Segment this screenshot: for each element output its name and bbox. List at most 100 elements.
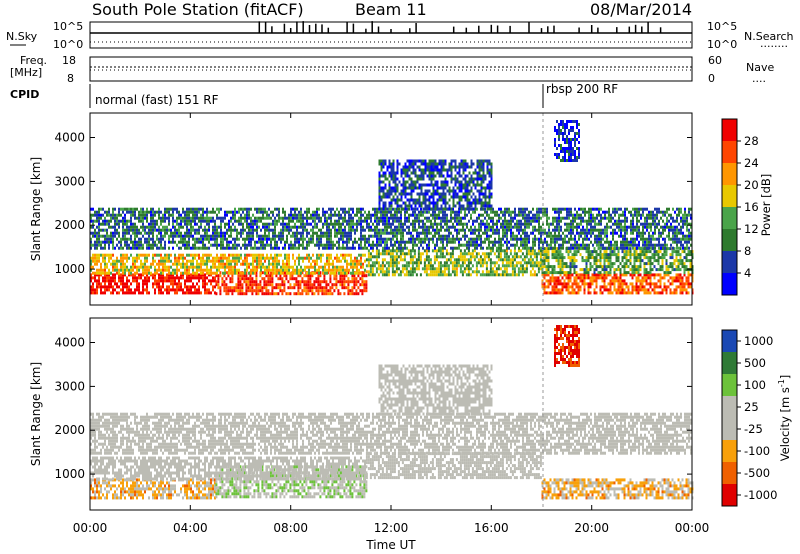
- data-cell: [98, 225, 100, 229]
- data-cell: [184, 231, 186, 235]
- data-cell: [494, 243, 496, 247]
- data-cell: [488, 213, 490, 217]
- data-cell: [551, 276, 554, 280]
- data-cell: [591, 279, 594, 283]
- data-cell: [128, 207, 130, 211]
- data-cell: [108, 219, 110, 223]
- data-cell: [302, 228, 304, 232]
- data-cell: [403, 255, 406, 259]
- data-cell: [250, 225, 252, 229]
- data-cell: [545, 279, 548, 283]
- data-cell: [226, 210, 228, 214]
- data-cell: [263, 277, 266, 281]
- data-cell: [228, 228, 230, 232]
- data-cell: [589, 268, 592, 272]
- data-cell: [202, 219, 204, 223]
- data-cell: [633, 253, 636, 257]
- data-cell: [433, 249, 436, 253]
- data-cell: [358, 271, 360, 275]
- data-cell: [393, 264, 396, 268]
- data-cell: [687, 253, 690, 257]
- data-cell: [289, 286, 292, 290]
- data-cell: [180, 225, 182, 229]
- data-cell: [512, 219, 514, 223]
- data-cell: [683, 268, 686, 272]
- data-cell: [384, 219, 386, 223]
- data-cell: [529, 270, 532, 274]
- data-cell: [621, 285, 624, 289]
- data-cell: [403, 273, 406, 277]
- data-cell: [146, 256, 148, 260]
- data-cell: [168, 210, 170, 214]
- data-cell: [376, 216, 378, 220]
- data-cell: [399, 258, 402, 262]
- data-cell: [500, 207, 502, 211]
- data-cell: [647, 259, 650, 263]
- data-cell: [559, 291, 562, 295]
- data-cell: [490, 228, 492, 232]
- data-cell: [488, 228, 490, 232]
- data-cell: [425, 270, 428, 274]
- data-cell: [223, 286, 226, 290]
- data-cell: [188, 291, 190, 295]
- data-cell: [290, 240, 292, 244]
- data-cell: [681, 291, 684, 295]
- data-cell: [384, 225, 386, 229]
- data-cell: [122, 253, 124, 257]
- data-cell: [226, 237, 228, 241]
- data-cell: [677, 262, 680, 266]
- data-cell: [412, 246, 414, 250]
- data-cell: [196, 237, 198, 241]
- data-cell: [587, 291, 590, 295]
- data-cell: [464, 210, 466, 214]
- data-cell: [96, 285, 98, 289]
- data-cell: [314, 243, 316, 247]
- data-cell: [347, 286, 350, 290]
- data-cell: [116, 268, 118, 272]
- data-cell: [246, 210, 248, 214]
- data-cell: [447, 252, 450, 256]
- data-cell: [340, 246, 342, 250]
- data-cell: [497, 249, 500, 253]
- data-cell: [398, 228, 400, 232]
- data-cell: [472, 210, 474, 214]
- data-cell: [318, 243, 320, 247]
- data-cell: [228, 259, 230, 263]
- data-cell: [677, 253, 680, 257]
- data-cell: [150, 231, 152, 235]
- data-cell: [194, 288, 196, 292]
- data-cell: [245, 286, 248, 290]
- data-cell: [376, 219, 378, 223]
- data-cell: [397, 273, 400, 277]
- data-cell: [251, 289, 254, 293]
- data-cell: [330, 246, 332, 250]
- data-cell: [138, 288, 140, 292]
- data-cell: [330, 207, 332, 211]
- data-cell: [100, 243, 102, 247]
- data-cell: [593, 271, 596, 275]
- data-cell: [521, 273, 524, 277]
- data-cell: [130, 219, 132, 223]
- data-cell: [244, 219, 246, 223]
- data-cell: [496, 210, 498, 214]
- data-cell: [437, 273, 440, 277]
- data-cell: [108, 253, 110, 257]
- data-cell: [130, 234, 132, 238]
- data-cell: [466, 234, 468, 238]
- data-cell: [255, 286, 258, 290]
- data-cell: [363, 283, 366, 287]
- data-cell: [252, 262, 254, 266]
- data-cell: [218, 225, 220, 229]
- data-cell: [262, 265, 264, 269]
- data-cell: [401, 264, 404, 268]
- data-cell: [284, 213, 286, 217]
- data-cell: [426, 219, 428, 223]
- data-cell: [164, 213, 166, 217]
- data-cell: [637, 259, 640, 263]
- data-cell: [92, 231, 94, 235]
- data-cell: [284, 228, 286, 232]
- data-cell: [258, 256, 260, 260]
- data-cell: [334, 243, 336, 247]
- data-cell: [348, 268, 350, 272]
- data-cell: [144, 216, 146, 220]
